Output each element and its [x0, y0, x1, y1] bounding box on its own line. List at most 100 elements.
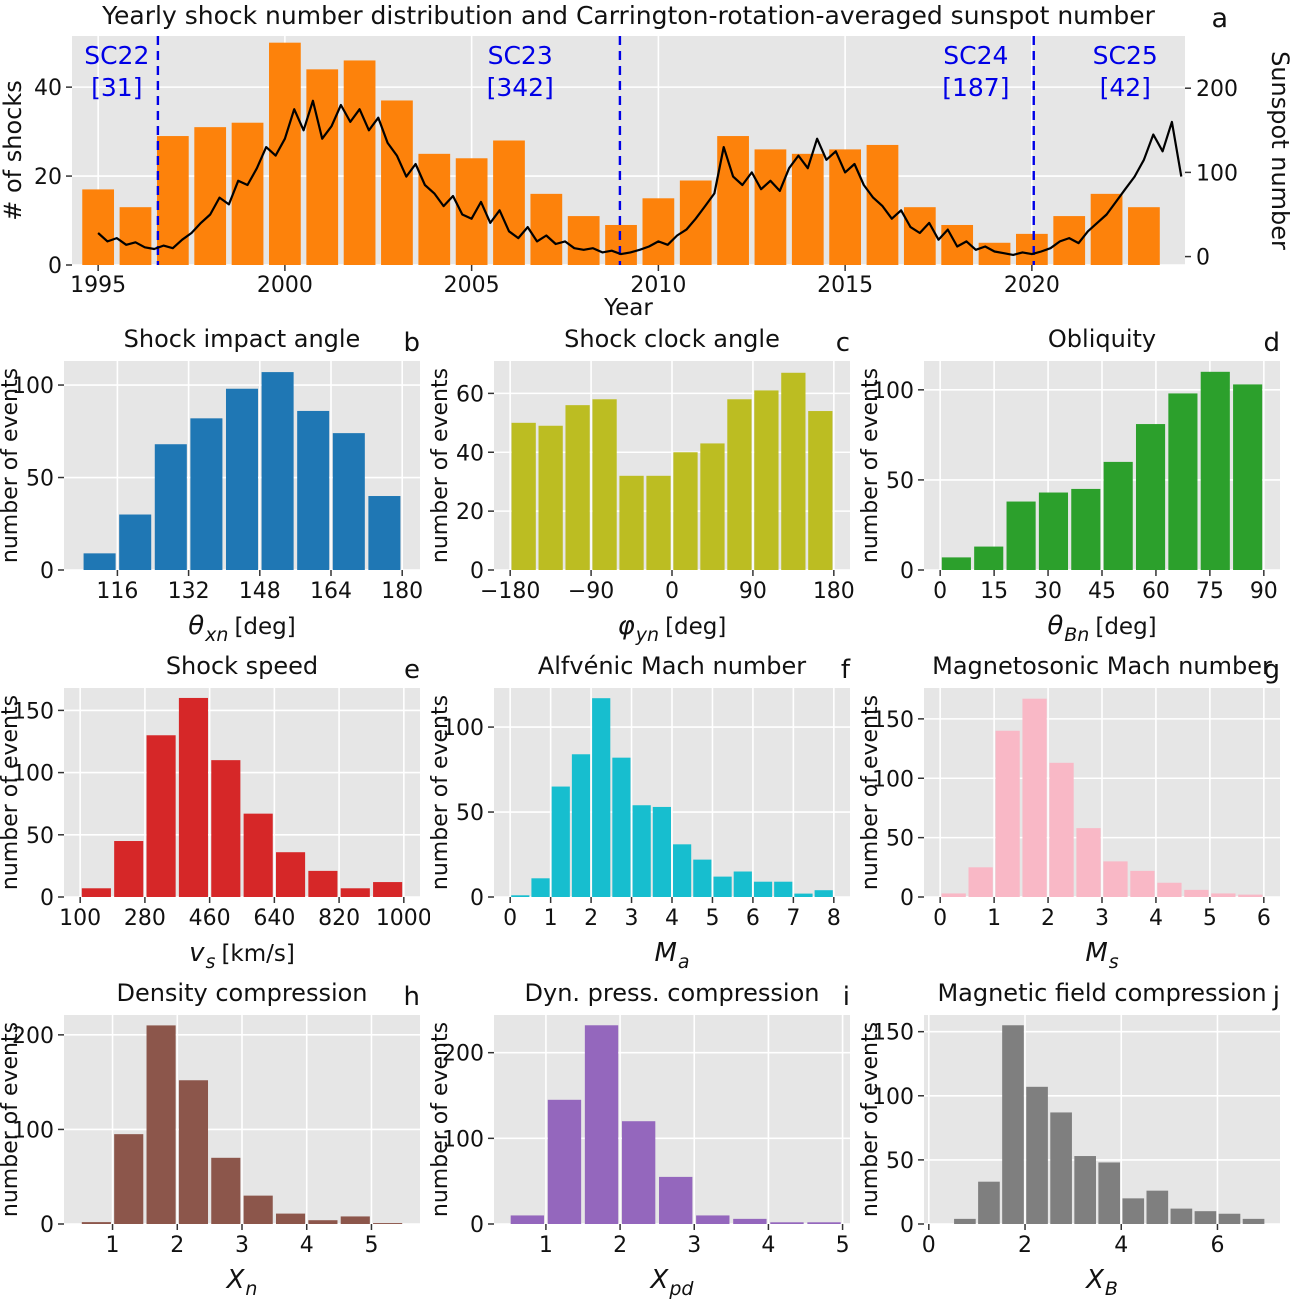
panel-letter: d — [1263, 328, 1280, 358]
x-tick-label: 90 — [739, 579, 767, 604]
x-tick-label: 8 — [827, 906, 841, 931]
y-axis-label: number of events — [860, 368, 883, 563]
histogram-bar — [632, 805, 651, 897]
panel-h-chart: 1 2 3 4 5 0 100 200 Density compression h number o… — [0, 979, 420, 1300]
y-tick-label-right: 100 — [1196, 161, 1238, 186]
histogram-bar — [178, 697, 209, 897]
x-tick-label: −90 — [568, 579, 614, 604]
y-tick-label: 100 — [442, 1127, 484, 1152]
histogram-bar — [340, 1216, 370, 1224]
x-axis-label: Ms — [1085, 938, 1118, 973]
panel-title: Shock impact angle — [124, 325, 361, 353]
panel-f: 0 1 2 3 4 5 6 7 8 0 50 100 Alfvénic Mach number f numb… — [430, 648, 860, 975]
histogram-bar — [673, 452, 698, 570]
y-axis-label: number of events — [430, 1022, 453, 1217]
histogram-bar — [753, 881, 773, 897]
histogram-bar — [531, 878, 550, 897]
shock-count-bar — [194, 127, 227, 266]
histogram-bar — [225, 388, 259, 570]
y-tick-label: 100 — [442, 716, 484, 741]
histogram-grid: 116 132 148 164 180 0 50 100 Shock impact angle b… — [0, 321, 1290, 1302]
panel-letter: e — [404, 655, 420, 685]
y-tick-label: 100 — [12, 374, 54, 399]
y-tick-label: 50 — [886, 827, 914, 852]
x-tick-label: 4 — [761, 1233, 775, 1258]
x-tick-label: 3 — [1095, 906, 1109, 931]
histogram-bar — [592, 698, 611, 897]
histogram-bar — [774, 881, 793, 897]
histogram-bar — [807, 1222, 841, 1224]
histogram-bar — [1218, 1213, 1241, 1224]
panel-letter: c — [836, 328, 850, 358]
panel-a-chart: SC22 [31] SC23 [342] SC24 [187] SC25 [42] 1995 20… — [0, 1, 1290, 321]
figure-title: Yearly shock number distribution and Car… — [101, 1, 1156, 30]
histogram-bar — [1135, 424, 1166, 570]
histogram-bar — [808, 411, 833, 570]
shock-count-bar — [306, 69, 339, 265]
y-tick-label: 150 — [12, 699, 54, 724]
histogram-bar — [571, 754, 591, 897]
x-tick-label: 116 — [96, 579, 138, 604]
histogram-bar — [154, 444, 187, 570]
x-tick-label: 2 — [613, 1233, 627, 1258]
panel-title: Shock speed — [166, 652, 318, 680]
y-axis-label-left: # of shocks — [0, 80, 27, 221]
panel-d-chart: 0 15 30 45 60 75 90 0 50 100 Obliquity d number of e… — [860, 325, 1280, 646]
shock-count-bar — [567, 216, 600, 265]
x-tick-label: 6 — [746, 906, 760, 931]
histogram-bar — [1002, 1025, 1024, 1224]
histogram-bar — [81, 1222, 111, 1224]
x-axis-label: Xpd — [649, 1265, 695, 1300]
x-tick-label: 2 — [584, 906, 598, 931]
x-tick-label: 90 — [1250, 579, 1278, 604]
histogram-bar — [1098, 1162, 1121, 1224]
y-tick-label: 100 — [872, 379, 914, 404]
panel-letter: a — [1211, 3, 1228, 34]
histogram-bar — [275, 1213, 306, 1224]
histogram-bar — [340, 888, 370, 897]
histogram-bar — [308, 870, 338, 897]
shock-count-bar — [1015, 233, 1048, 265]
shock-count-bar — [156, 136, 189, 265]
panel-j: 0 2 4 6 0 50 100 150 Magnetic field compression j… — [860, 975, 1290, 1302]
y-tick-label-left: 0 — [48, 254, 62, 279]
panel-title: Density compression — [116, 979, 367, 1007]
shock-count-bar — [231, 122, 264, 265]
shock-count-bar — [493, 140, 525, 265]
histogram-bar — [511, 895, 530, 897]
x-tick-label: 180 — [813, 579, 855, 604]
panel-letter: h — [404, 982, 420, 1012]
histogram-bar — [1122, 1198, 1145, 1224]
y-tick-label: 100 — [12, 1118, 54, 1143]
cycle-label-count: [187] — [942, 73, 1009, 102]
histogram-bar — [659, 1176, 693, 1224]
x-tick-label: 1000 — [376, 906, 430, 931]
histogram-bar — [211, 1157, 241, 1224]
histogram-bar — [511, 422, 536, 570]
x-tick-label: 1 — [539, 1233, 553, 1258]
x-axis-label: φyn [deg] — [618, 611, 727, 646]
shock-count-bar — [791, 153, 824, 265]
histogram-bar — [1233, 384, 1263, 570]
histogram-bar — [308, 1220, 338, 1224]
panel-letter: i — [843, 982, 850, 1012]
histogram-bar — [727, 399, 752, 570]
y-tick-label: 50 — [26, 467, 54, 492]
histogram-bar — [190, 418, 223, 570]
cycle-label-name: SC25 — [1093, 41, 1158, 70]
y-axis-label: number of events — [860, 1022, 883, 1217]
histogram-bar — [621, 1121, 656, 1224]
y-tick-label: 0 — [470, 886, 484, 911]
histogram-bar — [1242, 1218, 1265, 1224]
y-tick-label-right: 200 — [1196, 77, 1238, 102]
x-tick-label: 164 — [310, 579, 352, 604]
histogram-bar — [1103, 461, 1133, 570]
x-tick-label: 132 — [168, 579, 210, 604]
y-tick-label: 200 — [442, 1042, 484, 1067]
x-axis-label: θxn [deg] — [188, 611, 296, 646]
y-tick-label: 200 — [12, 1024, 54, 1049]
x-tick-label: 60 — [1142, 579, 1170, 604]
x-tick-label: 7 — [786, 906, 800, 931]
histogram-bar — [1038, 492, 1069, 570]
